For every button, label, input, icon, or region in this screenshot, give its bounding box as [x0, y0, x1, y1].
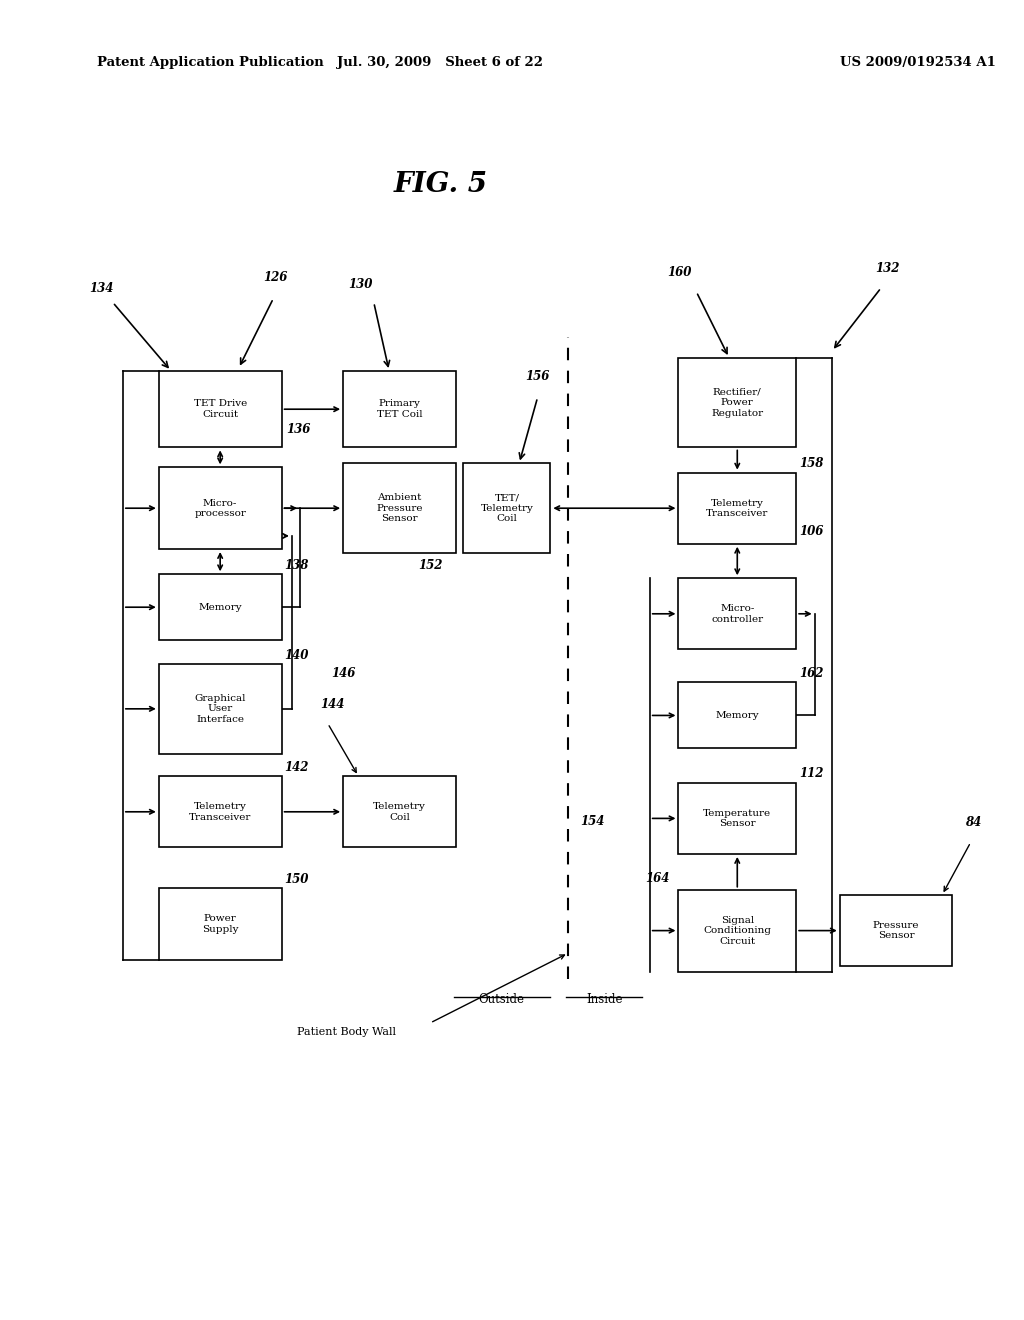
Text: Micro-
processor: Micro- processor [195, 499, 246, 517]
FancyBboxPatch shape [343, 463, 456, 553]
Text: 156: 156 [525, 370, 550, 383]
FancyBboxPatch shape [159, 467, 282, 549]
Text: 160: 160 [668, 265, 692, 279]
Text: Jul. 30, 2009   Sheet 6 of 22: Jul. 30, 2009 Sheet 6 of 22 [337, 55, 544, 69]
Text: 142: 142 [285, 760, 309, 774]
Text: Signal
Conditioning
Circuit: Signal Conditioning Circuit [703, 916, 771, 945]
Text: Outside: Outside [479, 993, 524, 1006]
Text: TET/
Telemetry
Coil: TET/ Telemetry Coil [480, 494, 534, 523]
Text: 146: 146 [331, 667, 355, 680]
Text: Ambient
Pressure
Sensor: Ambient Pressure Sensor [376, 494, 423, 523]
Text: 132: 132 [874, 261, 899, 275]
Text: Memory: Memory [716, 711, 759, 719]
Text: Primary
TET Coil: Primary TET Coil [377, 400, 422, 418]
Text: 134: 134 [89, 281, 114, 294]
Text: Micro-
controller: Micro- controller [712, 605, 763, 623]
Text: 136: 136 [287, 422, 311, 436]
FancyBboxPatch shape [159, 776, 282, 847]
Text: 126: 126 [263, 271, 288, 284]
FancyBboxPatch shape [463, 463, 551, 553]
Text: Patent Application Publication: Patent Application Publication [97, 55, 324, 69]
Text: 138: 138 [285, 558, 309, 572]
Text: Memory: Memory [199, 603, 242, 611]
FancyBboxPatch shape [678, 578, 797, 649]
Text: 154: 154 [581, 814, 605, 828]
FancyBboxPatch shape [678, 783, 797, 854]
FancyBboxPatch shape [159, 888, 282, 960]
Text: Pressure
Sensor: Pressure Sensor [872, 921, 920, 940]
Text: Telemetry
Transceiver: Telemetry Transceiver [189, 803, 251, 821]
Text: 162: 162 [799, 667, 823, 680]
Text: 106: 106 [799, 524, 823, 537]
FancyBboxPatch shape [159, 371, 282, 447]
FancyBboxPatch shape [343, 371, 456, 447]
Text: 158: 158 [799, 457, 823, 470]
Text: 140: 140 [285, 648, 309, 661]
FancyBboxPatch shape [678, 890, 797, 972]
Text: 164: 164 [645, 871, 670, 884]
Text: 84: 84 [965, 816, 981, 829]
Text: FIG. 5: FIG. 5 [393, 172, 487, 198]
FancyBboxPatch shape [678, 358, 797, 447]
Text: Rectifier/
Power
Regulator: Rectifier/ Power Regulator [712, 388, 763, 417]
Text: Power
Supply: Power Supply [202, 915, 239, 933]
Text: 150: 150 [285, 873, 309, 886]
Text: 112: 112 [799, 767, 823, 780]
Text: US 2009/0192534 A1: US 2009/0192534 A1 [840, 55, 995, 69]
FancyBboxPatch shape [678, 682, 797, 748]
FancyBboxPatch shape [159, 574, 282, 640]
Text: TET Drive
Circuit: TET Drive Circuit [194, 400, 247, 418]
Text: Patient Body Wall: Patient Body Wall [297, 1027, 396, 1038]
FancyBboxPatch shape [840, 895, 952, 966]
Text: Telemetry
Coil: Telemetry Coil [373, 803, 426, 821]
Text: Graphical
User
Interface: Graphical User Interface [195, 694, 246, 723]
FancyBboxPatch shape [678, 473, 797, 544]
Text: 152: 152 [418, 558, 442, 572]
Text: Temperature
Sensor: Temperature Sensor [703, 809, 771, 828]
Text: Inside: Inside [586, 993, 623, 1006]
FancyBboxPatch shape [343, 776, 456, 847]
Text: 130: 130 [348, 277, 373, 290]
FancyBboxPatch shape [159, 664, 282, 754]
Text: Telemetry
Transceiver: Telemetry Transceiver [707, 499, 768, 517]
Text: 144: 144 [321, 697, 345, 710]
